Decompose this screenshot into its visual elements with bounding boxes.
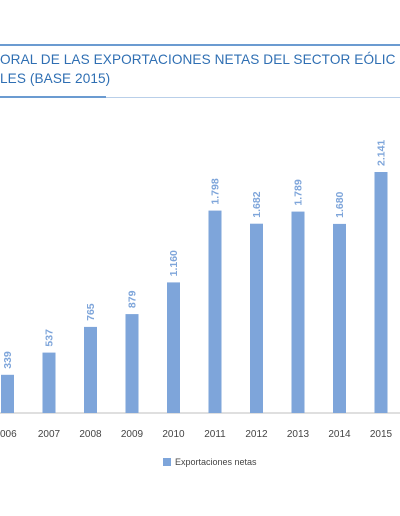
value-label-2007: 537 (44, 329, 56, 347)
x-tick-label-2009: 2009 (121, 429, 144, 440)
chart-title-line-1: ORAL DE LAS EXPORTACIONES NETAS DEL SECT… (0, 52, 396, 67)
bar-2010 (167, 282, 180, 413)
bar-2013 (291, 211, 305, 413)
bar-2012 (250, 223, 263, 413)
bar-2009 (125, 314, 139, 413)
bar-2008 (84, 326, 97, 413)
x-tick-label-2014: 2014 (328, 429, 351, 440)
x-tick-labels-group: 006 2007 2008 2009 2010 2011 2012 2013 2014 2015 (0, 429, 393, 440)
chart-title: ORAL DE LAS EXPORTACIONES NETAS DEL SECT… (0, 44, 400, 100)
title-bottom-rule-thin (106, 97, 400, 98)
title-top-rule (0, 44, 400, 46)
x-tick-label-2008: 2008 (79, 429, 102, 440)
bars-group (1, 172, 388, 413)
chart-title-line-2: LES (BASE 2015) (0, 71, 111, 86)
value-label-2006: 339 (2, 351, 14, 369)
bar-2015 (374, 172, 388, 413)
value-label-2008: 765 (85, 303, 97, 321)
x-tick-label-2015: 2015 (370, 429, 393, 440)
legend-label: Exportaciones netas (175, 457, 257, 467)
x-tick-label-2006: 006 (0, 429, 17, 440)
value-label-2012: 1.682 (251, 191, 263, 217)
value-label-2011: 1.798 (210, 178, 222, 204)
x-tick-label-2007: 2007 (38, 429, 61, 440)
legend: Exportaciones netas (163, 455, 257, 469)
x-tick-label-2011: 2011 (204, 429, 226, 440)
bar-2007 (42, 352, 56, 413)
bar-2014 (333, 223, 346, 413)
title-bottom-rule (0, 96, 106, 98)
x-tick-label-2010: 2010 (162, 429, 185, 440)
value-label-2010: 1.160 (168, 250, 180, 276)
value-labels-group: 339 537 765 879 1.160 1.798 1.682 1.789 1.680 2.1… (2, 140, 388, 369)
value-label-2013: 1.789 (293, 179, 305, 205)
legend-swatch (163, 458, 171, 466)
value-label-2014: 1.680 (334, 191, 346, 217)
x-tick-label-2012: 2012 (245, 429, 268, 440)
x-tick-label-2013: 2013 (287, 429, 310, 440)
bar-2011 (208, 210, 222, 413)
value-label-2009: 879 (127, 290, 139, 308)
bar-2006 (1, 374, 14, 413)
value-label-2015: 2.141 (376, 140, 388, 166)
